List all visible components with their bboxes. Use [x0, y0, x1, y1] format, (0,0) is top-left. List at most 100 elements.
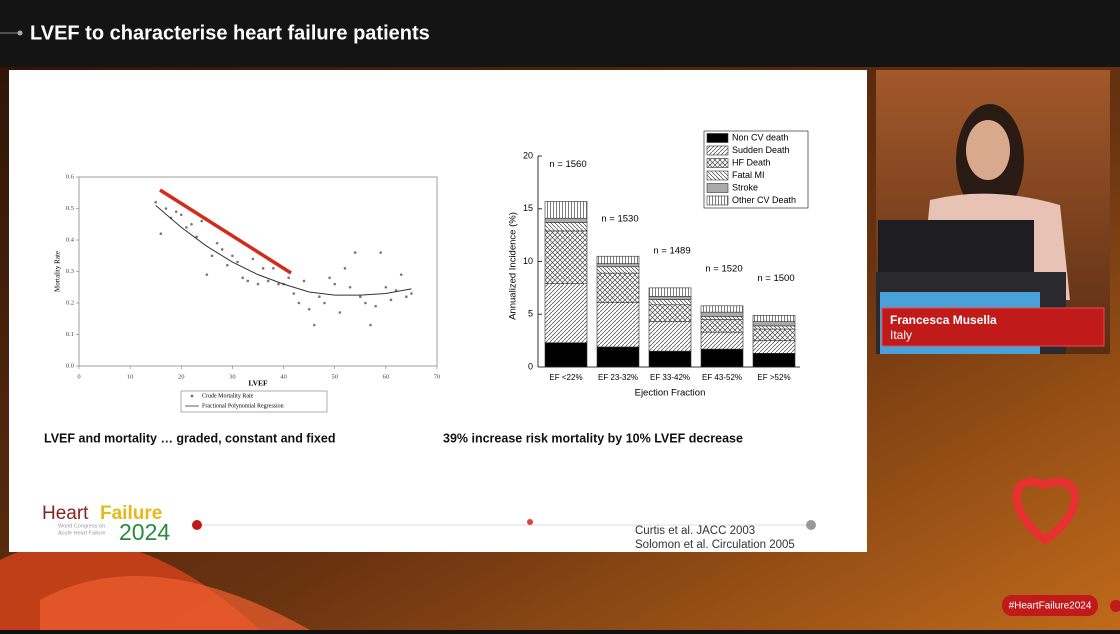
- title-bar: [0, 0, 1120, 67]
- bar-segment: [752, 315, 796, 322]
- bar-segment: [648, 321, 692, 352]
- decor: [1110, 600, 1120, 612]
- logo-word: Heart: [42, 503, 89, 524]
- data-point: [384, 285, 388, 289]
- title: LVEF to characterise heart failure patie…: [30, 22, 430, 44]
- data-point: [374, 304, 377, 308]
- y-tick-label: 0.2: [66, 299, 74, 306]
- data-point: [338, 311, 342, 314]
- y-tick-label: 5: [528, 309, 533, 319]
- data-point: [297, 301, 301, 305]
- bar-segment: [648, 350, 692, 368]
- data-point: [353, 251, 357, 254]
- data-point: [179, 213, 183, 217]
- legend-label: Crude Mortality Rate: [202, 393, 254, 399]
- data-point: [220, 248, 224, 251]
- bar-segment: [596, 346, 640, 368]
- bar-annotation: n = 1489: [653, 245, 690, 256]
- x-tick-label: 20: [178, 373, 185, 380]
- bar-annotation: n = 1530: [601, 214, 638, 225]
- data-point: [251, 257, 255, 261]
- bar-segment: [700, 305, 744, 313]
- data-point: [190, 222, 193, 226]
- x-tick-label: 60: [383, 373, 390, 380]
- x-tick-label: 0: [77, 373, 80, 380]
- data-point: [379, 251, 383, 254]
- bar-segment: [700, 311, 744, 317]
- data-point: [292, 292, 296, 295]
- legend-label: Other CV Death: [732, 195, 796, 205]
- logo-year: 2024: [119, 519, 170, 545]
- y-tick-label: 0: [528, 361, 533, 371]
- decor: [40, 576, 310, 630]
- bar-segment: [700, 319, 744, 333]
- data-point: [272, 267, 275, 270]
- logo-subtitle: World Congress on: [58, 523, 105, 529]
- legend: [180, 390, 328, 413]
- legend-label: Fractional Polynomial Regression: [202, 403, 284, 409]
- data-point: [226, 263, 229, 267]
- data-point: [159, 232, 163, 235]
- data-point: [231, 254, 234, 258]
- data-point: [210, 254, 214, 258]
- data-point: [266, 279, 270, 283]
- data-point: [348, 285, 352, 289]
- caption: 39% increase risk mortality by 10% LVEF …: [443, 431, 743, 445]
- data-point: [318, 295, 321, 299]
- bar-annotation: n = 1560: [549, 159, 586, 170]
- bar-annotation: n = 1520: [705, 263, 742, 274]
- hashtag-pill: [1002, 595, 1098, 616]
- bar-segment: [700, 348, 744, 368]
- y-tick-label: 15: [523, 203, 533, 213]
- bar-segment: [596, 302, 640, 348]
- data-point: [369, 323, 372, 327]
- y-tick-label: 0.1: [66, 331, 74, 338]
- x-tick-label: EF >52%: [757, 373, 790, 382]
- data-point: [333, 282, 337, 286]
- bar-segment: [752, 340, 796, 354]
- data-point: [277, 282, 280, 286]
- legend-label: Stroke: [732, 182, 758, 192]
- bar-segment: [752, 321, 796, 327]
- legend-label: Sudden Death: [732, 145, 790, 155]
- y-tick-label: 10: [523, 256, 533, 266]
- data-point: [174, 210, 178, 213]
- data-point: [307, 308, 311, 311]
- bar-annotation: n = 1500: [757, 273, 794, 284]
- data-point: [410, 292, 413, 295]
- bar-segment: [544, 201, 588, 219]
- legend-marker: [190, 394, 194, 398]
- name-box: [881, 307, 1105, 347]
- bar-segment: [544, 222, 588, 232]
- legend-swatch: [706, 158, 729, 168]
- legend-label: Non CV death: [732, 132, 789, 142]
- reference: Solomon et al. Circulation 2005: [635, 539, 795, 551]
- legend-label: HF Death: [732, 157, 771, 167]
- regression-line: [155, 204, 412, 296]
- bar-segment: [544, 230, 588, 284]
- data-point: [236, 260, 239, 264]
- decor: [17, 30, 23, 36]
- data-point: [185, 226, 188, 229]
- caption: LVEF and mortality … graded, constant an…: [44, 431, 335, 445]
- speaker-country: Italy: [890, 328, 912, 342]
- logo-subtitle: Acute Heart Failure: [58, 530, 105, 536]
- trend-annotation: [159, 188, 292, 275]
- data-point: [364, 301, 367, 305]
- data-point: [323, 301, 326, 305]
- x-tick-label: EF <22%: [549, 373, 582, 382]
- logo-word: Failure: [100, 503, 162, 524]
- legend-swatch: [706, 170, 729, 181]
- y-axis-label: Mortality Rate: [54, 251, 62, 292]
- x-tick-label: 50: [331, 373, 338, 380]
- speaker-name: Francesca Musella: [890, 313, 997, 327]
- monitor: [878, 220, 1034, 276]
- data-point: [164, 207, 168, 210]
- hashtag: #HeartFailure2024: [1009, 601, 1092, 612]
- data-point: [256, 282, 260, 286]
- bar-segment: [700, 316, 744, 320]
- bar-segment: [596, 266, 640, 274]
- x-tick-label: EF 43-52%: [702, 373, 742, 382]
- reference: Curtis et al. JACC 2003: [635, 525, 755, 537]
